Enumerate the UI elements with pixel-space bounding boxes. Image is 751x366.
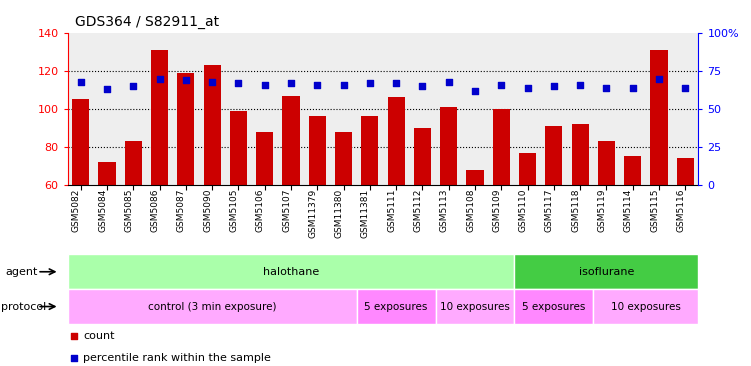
Text: 5 exposures: 5 exposures	[522, 302, 586, 311]
Point	[285, 80, 297, 86]
Point	[364, 80, 376, 86]
Text: GSM5090: GSM5090	[204, 188, 212, 232]
Point	[521, 85, 533, 90]
Bar	[177, 73, 195, 185]
Bar	[68, 289, 357, 324]
Text: agent: agent	[5, 267, 38, 277]
Text: GSM5085: GSM5085	[125, 188, 134, 232]
Text: GSM11381: GSM11381	[361, 188, 370, 238]
Text: GSM5114: GSM5114	[624, 188, 632, 232]
Bar	[624, 156, 641, 185]
Point	[496, 82, 508, 87]
Text: GSM5117: GSM5117	[545, 188, 554, 232]
Point	[206, 79, 218, 85]
Point	[600, 85, 612, 90]
Bar	[414, 128, 431, 185]
Text: GSM5109: GSM5109	[493, 188, 502, 232]
Text: GSM11379: GSM11379	[309, 188, 317, 238]
Text: GSM5111: GSM5111	[388, 188, 397, 232]
Point	[311, 82, 323, 87]
Text: GSM5118: GSM5118	[572, 188, 580, 232]
Bar	[256, 132, 273, 185]
Point	[443, 79, 455, 85]
Bar	[388, 97, 405, 185]
Point	[416, 83, 428, 89]
Text: control (3 min exposure): control (3 min exposure)	[148, 302, 276, 311]
Text: protocol: protocol	[2, 302, 47, 311]
Text: halothane: halothane	[263, 267, 319, 277]
Point	[679, 85, 691, 90]
Text: GSM5105: GSM5105	[230, 188, 239, 232]
Text: 10 exposures: 10 exposures	[611, 302, 681, 311]
Bar	[151, 50, 168, 185]
Point	[258, 82, 270, 87]
Text: percentile rank within the sample: percentile rank within the sample	[83, 354, 271, 363]
Bar	[545, 126, 562, 185]
Point	[653, 76, 665, 82]
Bar	[357, 289, 436, 324]
Bar	[598, 141, 615, 185]
Point	[548, 83, 560, 89]
Bar	[68, 254, 514, 289]
Point	[574, 82, 586, 87]
Bar	[335, 132, 352, 185]
Point	[469, 88, 481, 94]
Text: GSM5107: GSM5107	[282, 188, 291, 232]
Text: GSM11380: GSM11380	[335, 188, 344, 238]
Bar	[282, 96, 300, 185]
Bar	[493, 109, 510, 185]
Bar	[125, 141, 142, 185]
Text: GDS364 / S82911_at: GDS364 / S82911_at	[75, 15, 219, 29]
Text: GSM5082: GSM5082	[72, 188, 81, 232]
Text: GSM5116: GSM5116	[677, 188, 685, 232]
Text: 10 exposures: 10 exposures	[440, 302, 510, 311]
Text: GSM5087: GSM5087	[177, 188, 186, 232]
Bar	[436, 289, 514, 324]
Bar	[519, 153, 536, 185]
Point	[233, 80, 245, 86]
Text: GSM5108: GSM5108	[466, 188, 475, 232]
Text: 5 exposures: 5 exposures	[364, 302, 428, 311]
Text: isoflurane: isoflurane	[579, 267, 634, 277]
Point	[434, 67, 446, 72]
Bar	[677, 158, 694, 185]
Bar	[466, 170, 484, 185]
Point	[626, 85, 638, 90]
Bar	[440, 107, 457, 185]
Bar	[98, 162, 116, 185]
Text: GSM5106: GSM5106	[256, 188, 264, 232]
Bar	[514, 254, 698, 289]
Bar	[650, 50, 668, 185]
Bar	[72, 100, 89, 185]
Point	[391, 80, 403, 86]
Bar	[572, 124, 589, 185]
Bar	[593, 289, 698, 324]
Text: GSM5086: GSM5086	[151, 188, 159, 232]
Text: GSM5113: GSM5113	[440, 188, 449, 232]
Point	[101, 86, 113, 92]
Text: GSM5112: GSM5112	[414, 188, 422, 232]
Text: GSM5119: GSM5119	[598, 188, 606, 232]
Text: GSM5084: GSM5084	[98, 188, 107, 232]
Bar	[230, 111, 247, 185]
Bar	[309, 116, 326, 185]
Bar	[514, 289, 593, 324]
Point	[153, 76, 165, 82]
Bar	[204, 65, 221, 185]
Text: GSM5115: GSM5115	[650, 188, 659, 232]
Point	[128, 83, 140, 89]
Text: GSM5110: GSM5110	[519, 188, 527, 232]
Text: count: count	[83, 331, 115, 341]
Point	[180, 77, 192, 83]
Point	[75, 79, 87, 85]
Point	[434, 273, 446, 279]
Point	[338, 82, 350, 87]
Bar	[361, 116, 379, 185]
